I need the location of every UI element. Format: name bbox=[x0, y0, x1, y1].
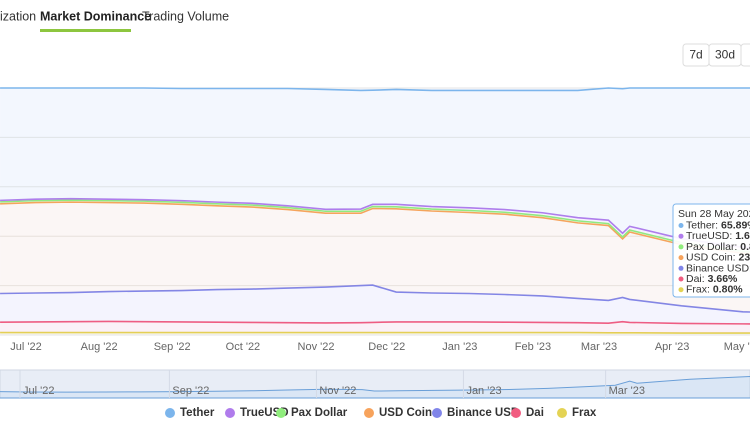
tooltip-value: 0.80% bbox=[713, 283, 743, 295]
range-button-label[interactable]: 30d bbox=[715, 48, 735, 62]
tooltip: Sun 28 May 2023 Tether: 65.89%TrueUSD: 1… bbox=[672, 203, 750, 298]
navigator-label: Sep '22 bbox=[172, 385, 209, 397]
navigator-label: Jan '23 bbox=[466, 385, 501, 397]
legend-marker bbox=[557, 408, 567, 418]
range-button-label[interactable]: 7d bbox=[689, 48, 702, 62]
tab[interactable]: Trading Volume bbox=[142, 9, 229, 23]
legend-marker bbox=[225, 408, 235, 418]
tab-active[interactable]: Market Dominance bbox=[40, 9, 151, 23]
navigator-label: Mar '23 bbox=[609, 385, 645, 397]
tooltip-label: Tether: bbox=[686, 219, 721, 231]
tooltip-dot bbox=[678, 265, 684, 271]
tab-underline bbox=[40, 29, 131, 32]
x-tick-label: Nov '22 bbox=[298, 341, 335, 353]
legend-label[interactable]: Dai bbox=[526, 407, 544, 419]
tooltip-title: Sun 28 May 2023 bbox=[678, 208, 750, 220]
navigator-label: Jul '22 bbox=[23, 385, 54, 397]
tooltip-box bbox=[672, 203, 750, 298]
x-tick-label: Jul '22 bbox=[10, 341, 41, 353]
line bbox=[0, 197, 750, 249]
tooltip-label: Pax Dollar: bbox=[686, 241, 740, 253]
tab-bar: ization Market Dominance Trading Volume bbox=[0, 9, 229, 32]
tooltip-label: Binance USD: bbox=[686, 262, 750, 274]
navigator: Jul '22 Sep '22 Nov '22 Jan '23 Mar '23 bbox=[0, 369, 750, 399]
legend: Tether TrueUSD Pax Dollar USD Coin Binance U… bbox=[165, 407, 597, 419]
tooltip-value: 23.05% bbox=[739, 251, 750, 263]
legend-label[interactable]: USD Coin bbox=[379, 407, 432, 419]
x-tick-label: Dec '22 bbox=[368, 341, 405, 353]
plot-background bbox=[0, 88, 750, 335]
plot-area: Jul '22 Aug '22 Sep '22 Oct '22 Nov '22 Dec '… bbox=[0, 87, 750, 353]
legend-label[interactable]: Frax bbox=[572, 407, 597, 419]
tooltip-dot bbox=[678, 276, 684, 282]
tooltip-line: USD Coin: 23.05% bbox=[686, 251, 750, 263]
area bbox=[0, 285, 750, 324]
range-button[interactable] bbox=[740, 43, 750, 67]
line bbox=[0, 284, 750, 313]
navigator-band[interactable] bbox=[0, 369, 750, 399]
tooltip-label: Frax: bbox=[686, 283, 713, 295]
area bbox=[0, 321, 750, 334]
tooltip-value: 65.89% bbox=[721, 219, 750, 231]
area bbox=[0, 202, 750, 312]
tooltip-dot bbox=[678, 233, 684, 239]
x-tick-label: Oct '22 bbox=[226, 341, 261, 353]
x-tick-label: Jan '23 bbox=[442, 341, 477, 353]
navigator-area bbox=[0, 376, 750, 399]
tooltip-line: Frax: 0.80% bbox=[686, 283, 743, 295]
tooltip-line: Pax Dollar: 0.81% bbox=[686, 241, 750, 253]
navigator-label: Nov '22 bbox=[319, 385, 356, 397]
legend-marker bbox=[165, 408, 175, 418]
tooltip-value: 3.66% bbox=[708, 273, 738, 285]
line bbox=[0, 199, 750, 253]
legend-marker bbox=[432, 408, 442, 418]
range-buttons: 7d 30d bbox=[682, 43, 750, 67]
tooltip-line: TrueUSD: 1.62% bbox=[686, 230, 750, 242]
tooltip-label: Dai: bbox=[686, 273, 708, 285]
tooltip-label: USD Coin: bbox=[686, 251, 739, 263]
legend-marker bbox=[511, 408, 521, 418]
area bbox=[0, 88, 750, 248]
tooltip-dot bbox=[678, 287, 684, 293]
legend-label[interactable]: Pax Dollar bbox=[291, 407, 348, 419]
line bbox=[0, 87, 750, 92]
x-tick-label: Aug '22 bbox=[81, 341, 118, 353]
legend-label[interactable]: Tether bbox=[180, 407, 215, 419]
x-tick-label: Mar '23 bbox=[581, 341, 617, 353]
tab[interactable]: ization bbox=[0, 9, 36, 23]
line bbox=[0, 201, 750, 255]
x-tick-label: Apr '23 bbox=[655, 341, 690, 353]
line bbox=[0, 320, 750, 325]
x-tick-label: Sep '22 bbox=[154, 341, 191, 353]
legend-label[interactable]: TrueUSD bbox=[240, 407, 289, 419]
tooltip-value: 1.62% bbox=[735, 230, 750, 242]
tooltip-value: 0.81% bbox=[740, 241, 750, 253]
legend-marker bbox=[276, 408, 286, 418]
legend-marker bbox=[364, 408, 374, 418]
tooltip-label: TrueUSD: bbox=[686, 230, 735, 242]
tooltip-dot bbox=[678, 244, 684, 250]
tooltip-dot bbox=[678, 223, 684, 228]
tooltip-line: Binance USD: 4.17% bbox=[686, 262, 750, 274]
x-tick-label: May '23 bbox=[724, 341, 750, 353]
x-tick-label: Feb '23 bbox=[515, 341, 551, 353]
legend-label[interactable]: Binance USD bbox=[447, 407, 519, 419]
tooltip-line: Dai: 3.66% bbox=[686, 273, 738, 285]
tooltip-line: Tether: 65.89% bbox=[686, 219, 750, 231]
tooltip-dot bbox=[678, 255, 684, 261]
